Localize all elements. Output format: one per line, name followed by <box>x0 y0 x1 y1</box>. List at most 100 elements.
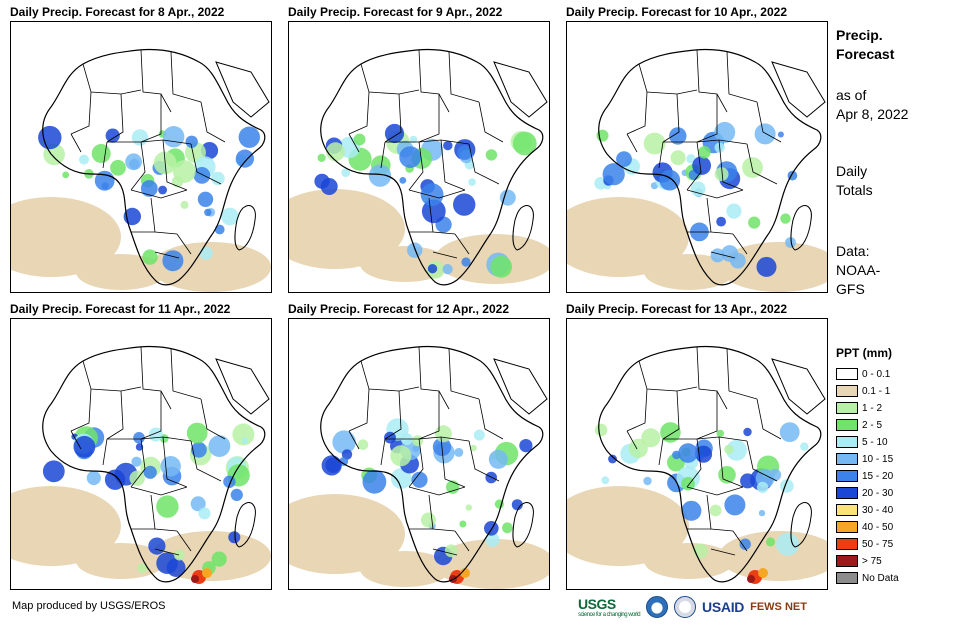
country-border <box>756 398 782 440</box>
country-border <box>170 51 202 103</box>
precip-cell <box>485 149 498 161</box>
precip-cell <box>131 129 149 146</box>
precip-cell <box>718 466 736 484</box>
country-border <box>70 430 82 450</box>
precip-cell <box>434 425 452 443</box>
country-border <box>686 486 744 496</box>
legend-item: 20 - 30 <box>836 485 893 501</box>
country-border <box>106 390 124 440</box>
country-border <box>468 440 500 482</box>
country-border <box>102 141 108 169</box>
totals-line: Totals <box>836 182 873 198</box>
country-border <box>440 436 466 488</box>
arabian-peninsula-outline <box>215 358 270 415</box>
country-border <box>150 197 178 235</box>
precip-cell <box>228 531 241 544</box>
precip-cell <box>241 437 249 444</box>
panel-title: Daily Precip. Forecast for 13 Apr., 2022 <box>566 302 787 316</box>
light-precip-area <box>644 543 734 579</box>
precip-cell <box>185 135 198 148</box>
country-border <box>418 94 440 143</box>
precip-cell <box>160 456 181 477</box>
heavy-precip-cell <box>191 575 199 583</box>
legend-item: 15 - 20 <box>836 468 893 484</box>
data-line: GFS <box>836 281 865 297</box>
light-precip-area <box>11 486 121 566</box>
precip-cell <box>156 552 178 574</box>
country-border <box>626 388 648 432</box>
country-border <box>348 133 360 153</box>
country-border <box>384 390 402 440</box>
precip-map <box>288 318 550 590</box>
precip-cell <box>420 183 444 207</box>
country-border <box>626 133 638 153</box>
precip-map <box>288 21 550 293</box>
legend-swatch <box>836 504 858 516</box>
legend-item: 5 - 10 <box>836 434 888 450</box>
heading-line: Forecast <box>836 46 895 62</box>
country-border <box>448 51 480 103</box>
country-border <box>732 530 748 552</box>
precip-cell <box>158 185 168 195</box>
totals-line: Daily <box>836 163 868 179</box>
country-border <box>130 141 146 191</box>
country-border <box>408 189 466 199</box>
country-border <box>478 398 504 440</box>
precip-cell <box>221 207 239 226</box>
arabian-peninsula-outline <box>493 61 548 118</box>
panel-title: Daily Precip. Forecast for 9 Apr., 2022 <box>288 5 503 19</box>
country-border <box>200 398 226 440</box>
country-border <box>662 390 680 440</box>
precip-cell <box>754 123 776 145</box>
precip-cell <box>390 468 412 489</box>
precip-cell <box>756 256 777 277</box>
country-border <box>710 251 736 259</box>
precip-cell <box>148 537 166 555</box>
legend-label: 5 - 10 <box>862 436 888 448</box>
coastline <box>42 48 266 286</box>
madagascar-outline <box>512 205 534 251</box>
africa-map-graphic <box>289 345 549 589</box>
precip-cell <box>659 169 681 191</box>
country-border <box>70 133 82 153</box>
precip-cell <box>412 435 424 447</box>
data-source: Data: NOAA- GFS <box>836 242 880 299</box>
precip-cell <box>140 180 158 197</box>
precip-cell <box>643 476 652 486</box>
precip-map <box>10 21 272 293</box>
precip-cell <box>101 182 109 190</box>
precip-cell <box>488 449 508 469</box>
data-line: Data: <box>836 243 870 259</box>
precip-cell <box>133 432 145 444</box>
country-border <box>478 101 504 143</box>
panel-title: Daily Precip. Forecast for 10 Apr., 2022 <box>566 5 787 19</box>
precip-cell <box>485 532 500 547</box>
data-line: NOAA- <box>836 262 881 278</box>
precip-cell <box>748 216 761 229</box>
legend-label: No Data <box>862 572 899 584</box>
precip-cell <box>193 167 211 184</box>
precip-cell <box>211 171 225 186</box>
country-border <box>130 438 146 488</box>
precip-cell <box>780 213 791 224</box>
precip-cell <box>776 532 800 556</box>
precip-cell <box>454 447 464 457</box>
africa-map-graphic <box>11 48 271 292</box>
africa-map-graphic <box>567 345 827 584</box>
legend-label: 1 - 2 <box>862 402 883 414</box>
precip-cell <box>473 429 485 441</box>
country-border <box>385 436 470 442</box>
heading-line: Precip. <box>836 27 883 43</box>
country-border <box>408 141 424 191</box>
precip-cell <box>453 193 476 216</box>
precip-cell <box>427 264 438 274</box>
precip-cell <box>129 470 145 486</box>
precip-cell <box>191 441 207 458</box>
precip-cell <box>172 160 196 183</box>
legend-label: 50 - 75 <box>862 538 894 550</box>
legend-swatch <box>836 538 858 550</box>
country-border <box>348 91 370 135</box>
precip-cell <box>384 123 405 144</box>
precip-cell <box>678 443 698 463</box>
country-border <box>408 438 424 488</box>
